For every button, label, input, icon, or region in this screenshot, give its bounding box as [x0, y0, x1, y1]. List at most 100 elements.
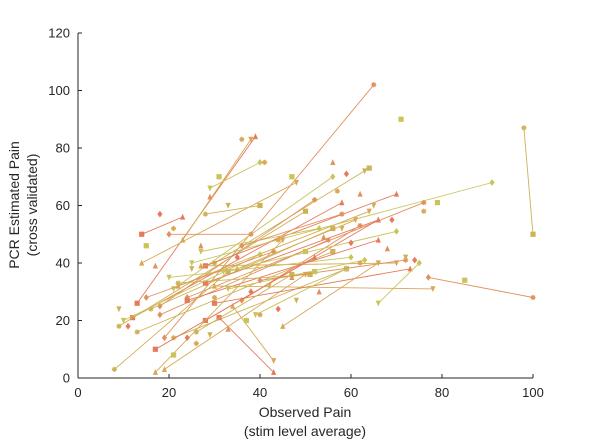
data-point: [393, 190, 400, 197]
data-point: [434, 200, 441, 206]
series-line: [523, 127, 534, 235]
series-line-group: [521, 125, 536, 237]
data-point: [357, 260, 363, 266]
y-axis-title: PCR Estimated Pain: [6, 141, 22, 269]
data-point: [170, 225, 177, 232]
data-point: [266, 283, 272, 290]
data-point: [111, 366, 117, 372]
y-tick-label: 120: [48, 26, 70, 41]
series-line-group: [139, 179, 299, 266]
data-point: [143, 243, 149, 249]
data-point: [275, 305, 281, 313]
data-point: [198, 248, 204, 255]
series-line: [123, 253, 261, 321]
series-line: [255, 268, 347, 316]
data-point: [252, 312, 259, 318]
data-point: [339, 211, 345, 217]
data-point: [198, 262, 204, 269]
data-point: [275, 237, 281, 243]
data-point: [166, 230, 172, 238]
series-line: [164, 274, 306, 370]
data-point: [366, 208, 372, 215]
series-line: [428, 276, 534, 298]
x-tick-label: 40: [253, 385, 267, 400]
data-point: [170, 352, 177, 358]
data-point: [252, 133, 259, 140]
series-line: [173, 176, 334, 290]
series-line-group: [143, 248, 277, 301]
series-line-group: [152, 237, 286, 375]
data-point: [389, 216, 395, 224]
axes: 0 20 40 60 80 100 0 20 40 60 80 100 120: [48, 26, 544, 401]
data-point: [339, 199, 345, 206]
series-line-group: [211, 282, 436, 293]
data-point: [302, 208, 309, 214]
data-point: [211, 282, 218, 289]
data-point: [371, 82, 377, 88]
series-line-group: [161, 82, 377, 342]
x-axis-subtitle: (stim level average): [244, 423, 366, 439]
series-line-group: [225, 256, 368, 293]
data-point: [489, 179, 495, 186]
data-point: [357, 190, 363, 197]
series-line: [259, 259, 406, 281]
data-point: [134, 329, 140, 335]
data-point: [425, 273, 431, 281]
series-line-group: [221, 227, 400, 275]
data-point: [430, 286, 436, 293]
data-point: [225, 286, 231, 293]
series-line-group: [189, 179, 495, 267]
data-point: [375, 300, 381, 307]
series-line: [155, 239, 284, 373]
data-point: [202, 280, 208, 286]
y-tick-label: 20: [56, 313, 70, 328]
data-point: [312, 269, 318, 275]
series-line: [377, 262, 420, 304]
series-line: [209, 161, 261, 189]
series-line: [196, 274, 293, 333]
y-tick-label: 100: [48, 83, 70, 98]
data-point: [225, 269, 231, 275]
series-line: [164, 84, 375, 339]
series-line-group: [184, 236, 381, 303]
data-point: [330, 159, 336, 165]
data-point: [280, 323, 286, 329]
data-point: [239, 136, 245, 142]
series-line: [223, 230, 397, 273]
x-tick-label: 60: [344, 385, 358, 400]
data-point: [207, 185, 213, 192]
series-line-group: [280, 260, 381, 329]
data-point: [139, 259, 145, 266]
data-point: [211, 260, 218, 266]
series-line: [205, 205, 261, 215]
series-line: [168, 256, 352, 278]
data-point: [271, 369, 277, 375]
data-point: [230, 302, 236, 309]
series-line: [141, 182, 297, 264]
data-point: [248, 136, 254, 143]
data-point: [157, 302, 163, 310]
series-line-group: [139, 213, 186, 237]
data-point: [375, 260, 381, 267]
series-line: [205, 219, 379, 284]
x-axis-ticks: 0 20 40 60 80 100: [74, 374, 544, 400]
data-point: [157, 311, 163, 319]
data-point: [366, 165, 372, 171]
data-point: [225, 202, 231, 209]
data-point: [211, 300, 218, 306]
data-point: [184, 334, 190, 342]
data-point: [339, 225, 345, 232]
series-line: [241, 213, 343, 247]
series-line: [191, 182, 493, 264]
data-point: [521, 125, 527, 131]
data-point: [257, 202, 263, 209]
data-point: [161, 366, 168, 372]
data-point: [225, 325, 231, 332]
data-point: [207, 193, 213, 200]
series-line: [114, 271, 229, 370]
series-line-group: [202, 202, 263, 217]
data-point: [403, 254, 409, 261]
data-point: [239, 296, 245, 304]
series-line-group: [166, 253, 354, 281]
data-point: [125, 322, 131, 330]
